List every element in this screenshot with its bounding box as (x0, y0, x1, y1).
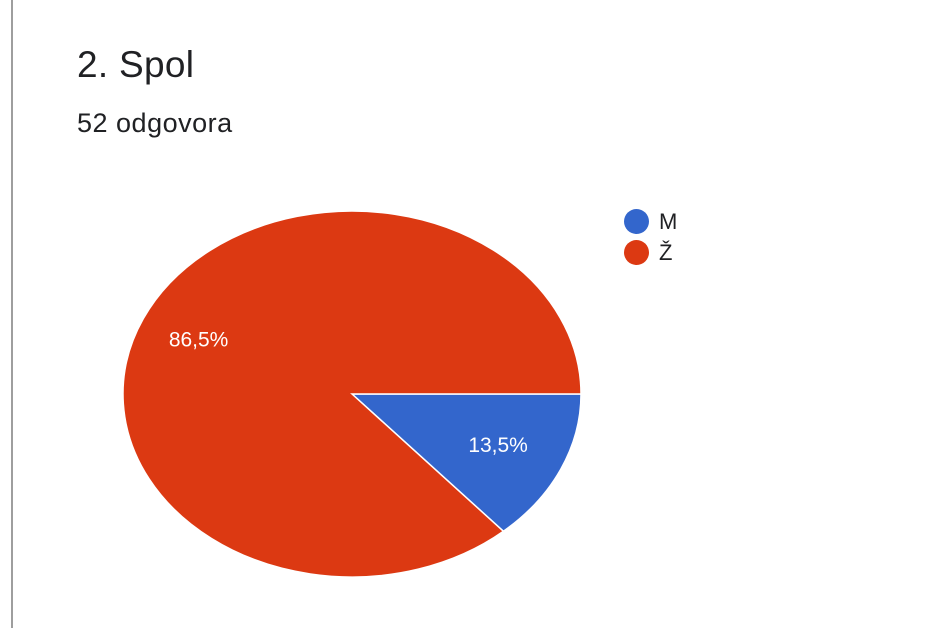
page-left-border (11, 0, 13, 628)
slice-label-z: 86,5% (169, 328, 229, 351)
legend-swatch-z (624, 240, 649, 265)
legend-label-m: M (659, 208, 678, 234)
legend-item-m[interactable]: M (624, 206, 677, 237)
response-count: 52 odgovora (77, 108, 233, 138)
chart-legend: M Ž (624, 206, 677, 268)
pie-slice-z[interactable] (122, 210, 582, 578)
pie-slice-m[interactable] (350, 393, 582, 533)
legend-swatch-m (624, 209, 649, 234)
slice-label-m: 13,5% (468, 434, 528, 457)
legend-label-z: Ž (659, 239, 673, 265)
legend-item-z[interactable]: Ž (624, 237, 677, 268)
question-title: 2. Spol (77, 44, 195, 85)
